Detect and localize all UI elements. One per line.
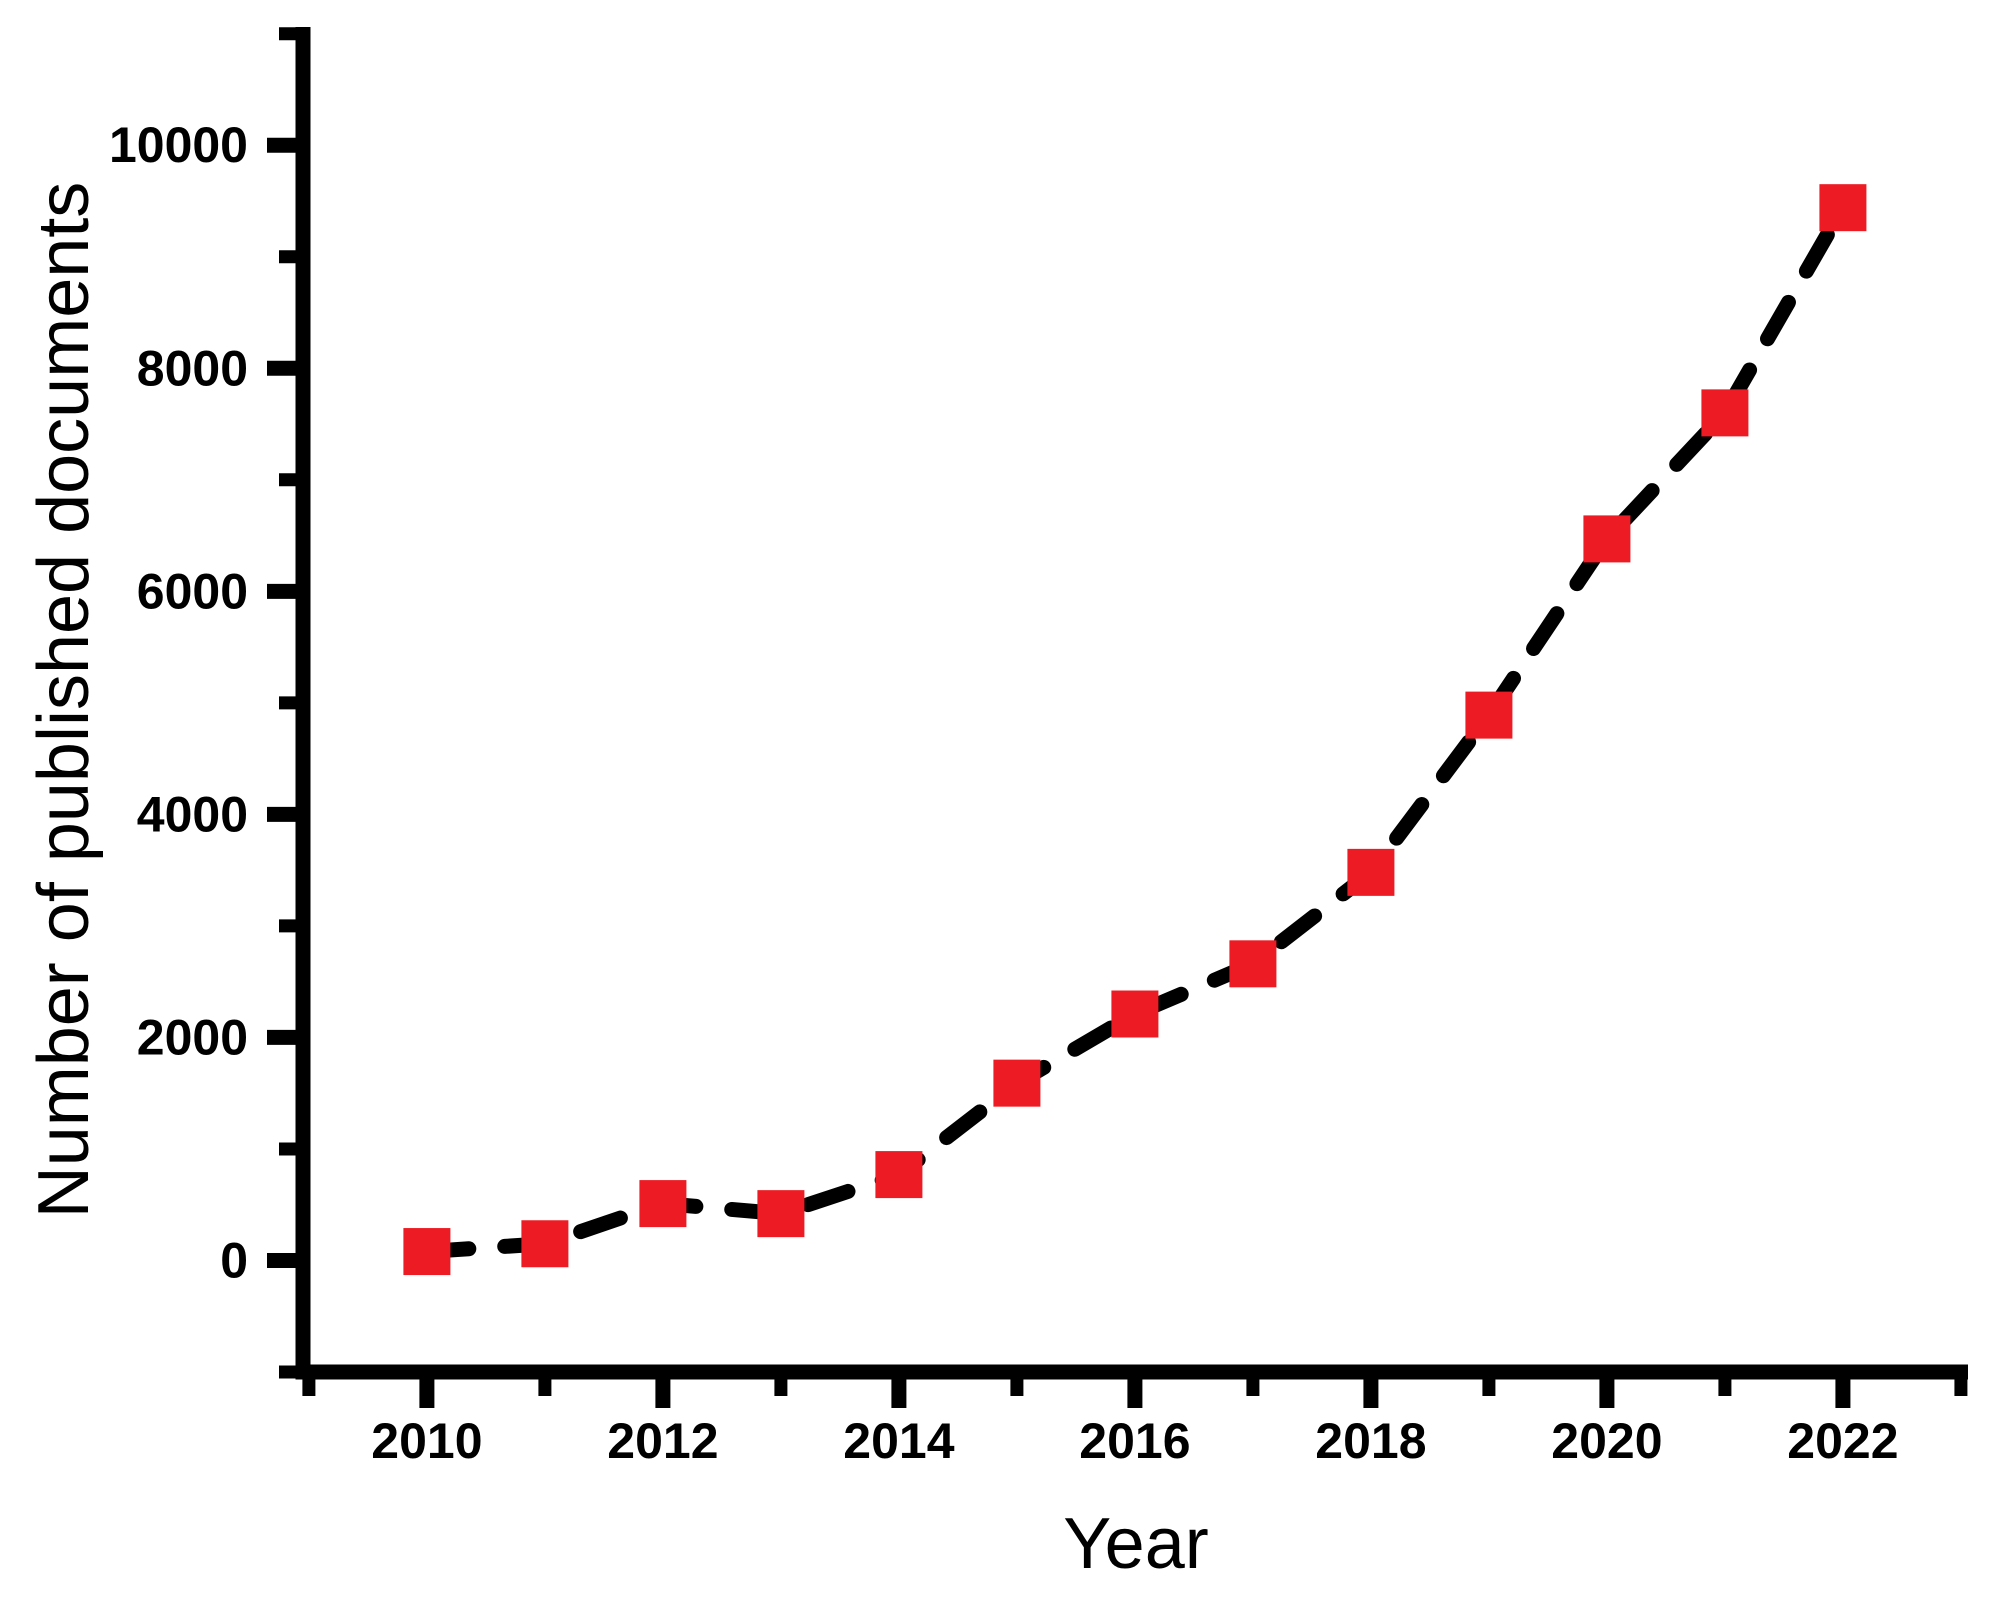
tick-labels: 0 2000 4000 6000 8000 10000 2010 2012 2014 2016 20… (109, 117, 1899, 1469)
y-tick-label: 10000 (109, 117, 248, 173)
y-tick-label: 6000 (137, 563, 248, 619)
y-tick-label: 8000 (137, 340, 248, 396)
axis-ticks (267, 27, 1968, 1408)
data-point-marker-2011 (521, 1220, 569, 1268)
data-point-marker-2015 (993, 1059, 1041, 1107)
data-point-marker-2012 (639, 1180, 687, 1228)
data-point-marker-2018 (1347, 848, 1395, 896)
x-axis-title: Year (1063, 1504, 1208, 1584)
data-point-marker-2017 (1229, 940, 1277, 988)
data-point-marker-2021 (1701, 389, 1749, 437)
axes (295, 27, 1968, 1380)
x-tick-label: 2022 (1787, 1413, 1898, 1469)
data-point-marker-2016 (1111, 990, 1159, 1038)
data-series (403, 184, 1867, 1276)
y-tick-label: 4000 (137, 786, 248, 842)
x-tick-label: 2010 (371, 1413, 482, 1469)
data-line (419, 200, 1851, 1260)
x-tick-label: 2014 (843, 1413, 954, 1469)
data-point-marker-2020 (1583, 515, 1631, 563)
x-tick-label: 2012 (607, 1413, 718, 1469)
x-tick-label: 2020 (1551, 1413, 1662, 1469)
y-axis-title: Number of published documents (24, 182, 104, 1219)
y-tick-label: 2000 (137, 1009, 248, 1065)
data-point-marker-2010 (403, 1228, 451, 1276)
y-tick-label: 0 (220, 1232, 248, 1288)
data-point-marker-2013 (757, 1190, 805, 1238)
x-tick-label: 2018 (1315, 1413, 1426, 1469)
data-point-marker-2022 (1819, 184, 1867, 232)
x-tick-label: 2016 (1079, 1413, 1190, 1469)
data-point-marker-2019 (1465, 691, 1513, 739)
data-point-marker-2014 (875, 1151, 923, 1199)
